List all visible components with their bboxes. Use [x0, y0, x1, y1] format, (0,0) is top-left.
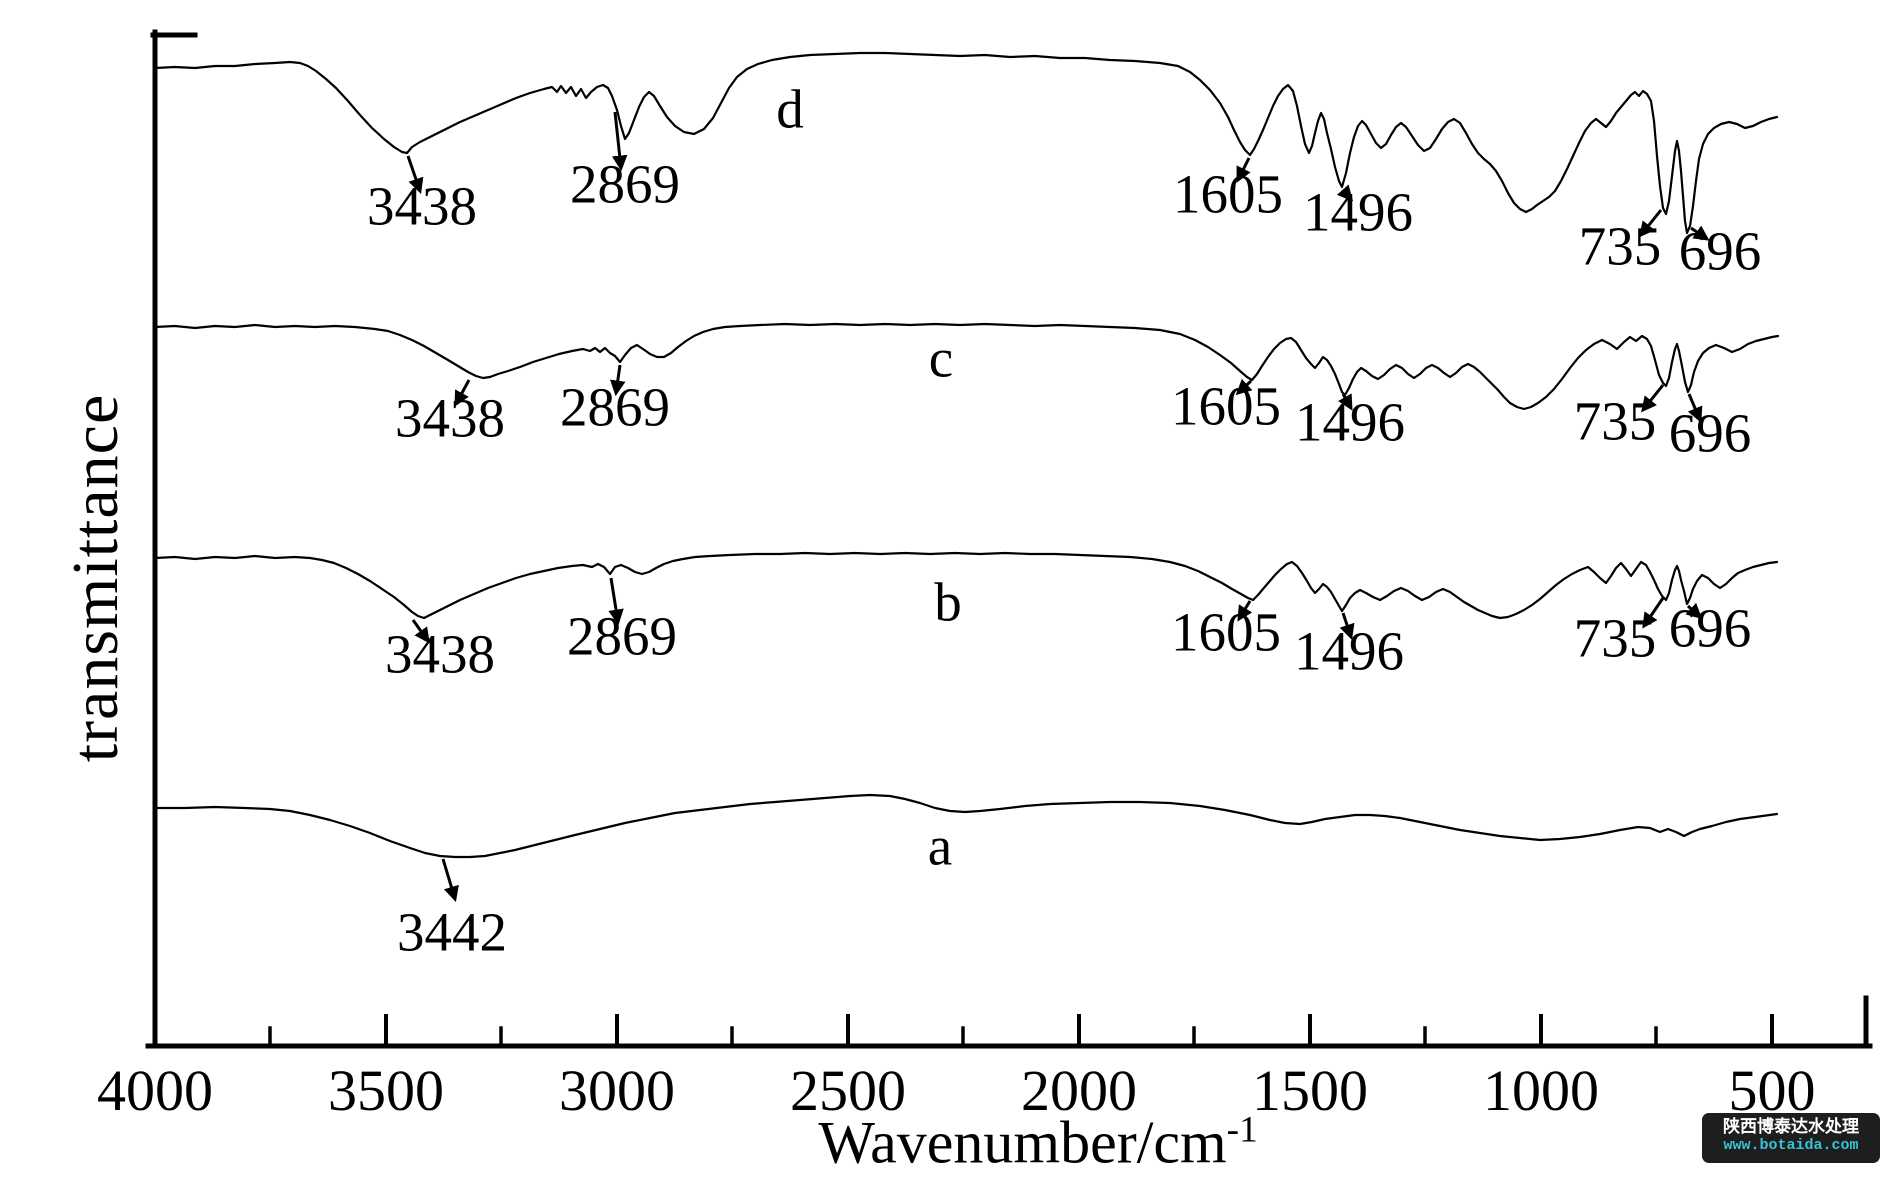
peak-label-2869: 2869 [560, 377, 670, 438]
peak-label-735: 735 [1574, 608, 1657, 669]
peak-label-735: 735 [1579, 216, 1662, 277]
peak-arrow-1496 [1339, 612, 1355, 640]
series-letter-d: d [776, 79, 804, 140]
peak-label-3438: 3438 [385, 624, 495, 685]
peak-label-696: 696 [1669, 598, 1752, 659]
peak-arrow-696 [1690, 225, 1710, 241]
peak-label-1496: 1496 [1294, 621, 1404, 682]
peak-arrow-696 [1687, 393, 1703, 423]
peak-arrow-1605 [1235, 378, 1253, 396]
spectrum-curve-c [153, 322, 1780, 411]
peak-arrow-3438 [454, 379, 471, 407]
axes [145, 29, 1873, 1049]
spectrum-curve-a [153, 793, 1779, 859]
peak-label-3442: 3442 [397, 902, 507, 963]
series-letter-b: b [934, 572, 962, 633]
x-tick-label: 2500 [790, 1058, 906, 1123]
spectrum-curve-d [153, 51, 1779, 235]
x-tick-label: 4000 [97, 1058, 213, 1123]
x-tick-label: 2000 [1021, 1058, 1137, 1123]
peak-label-1605: 1605 [1171, 376, 1281, 437]
peak-label-1605: 1605 [1171, 602, 1281, 663]
spectrum-group-a: a 3442 [153, 793, 1779, 963]
watermark-company-name: 陕西博泰达水处理 [1723, 1117, 1859, 1136]
peak-label-1496: 1496 [1303, 182, 1413, 243]
peak-arrow-3438 [411, 619, 430, 644]
x-axis-title-base: Wavenumber/cm [818, 1109, 1227, 1176]
peak-arrow-2869 [611, 111, 628, 172]
peak-label-735: 735 [1574, 391, 1657, 452]
peak-arrow-1605 [1237, 600, 1253, 622]
peak-label-1605: 1605 [1173, 164, 1283, 225]
series-letter-a: a [928, 816, 952, 877]
spectrum-group-c: c 3438 2869 1605 1496 735 696 [153, 322, 1780, 464]
peak-arrow-3438 [406, 155, 424, 194]
spectrum-curve-b [153, 551, 1779, 620]
x-tick-label: 3000 [559, 1058, 675, 1123]
x-axis-title: Wavenumber/cm-1 [818, 1109, 1257, 1178]
spectrum-group-b: b 3438 2869 1605 1496 735 696 [153, 551, 1779, 685]
peak-arrow-1496 [1338, 393, 1353, 411]
peak-label-696: 696 [1669, 403, 1752, 464]
peak-label-2869: 2869 [570, 154, 680, 215]
peak-label-2869: 2869 [567, 606, 677, 667]
x-tick-labels: 4000 3500 3000 2500 2000 1500 1000 500 [97, 1058, 1816, 1123]
x-tick-label: 3500 [328, 1058, 444, 1123]
peak-arrow-735 [1639, 209, 1663, 238]
x-axis-title-superscript: -1 [1226, 1109, 1258, 1151]
peak-label-696: 696 [1679, 221, 1762, 282]
watermark-badge: 陕西博泰达水处理 www.botaida.com [1702, 1113, 1880, 1163]
x-tick-label: 500 [1729, 1058, 1816, 1123]
peak-arrow-696 [1685, 602, 1703, 620]
peak-arrow-735 [1641, 384, 1665, 413]
peak-arrow-3442 [441, 858, 459, 902]
series-letter-c: c [929, 328, 953, 389]
y-axis-title: transmittance [59, 393, 132, 763]
peak-arrow-1605 [1236, 157, 1251, 183]
peak-label-3438: 3438 [367, 176, 477, 237]
peak-label-1496: 1496 [1295, 392, 1405, 453]
x-tick-label: 1000 [1483, 1058, 1599, 1123]
x-tick-label: 1500 [1252, 1058, 1368, 1123]
peak-arrow-1496 [1336, 184, 1354, 202]
peak-label-3438: 3438 [395, 388, 505, 449]
spectrum-group-d: d 3438 2869 1605 1496 735 696 [153, 51, 1779, 282]
peak-arrow-735 [1642, 597, 1665, 629]
watermark-url: www.botaida.com [1723, 1137, 1859, 1155]
peak-arrow-2869 [608, 577, 624, 626]
peak-arrow-2869 [610, 364, 626, 397]
